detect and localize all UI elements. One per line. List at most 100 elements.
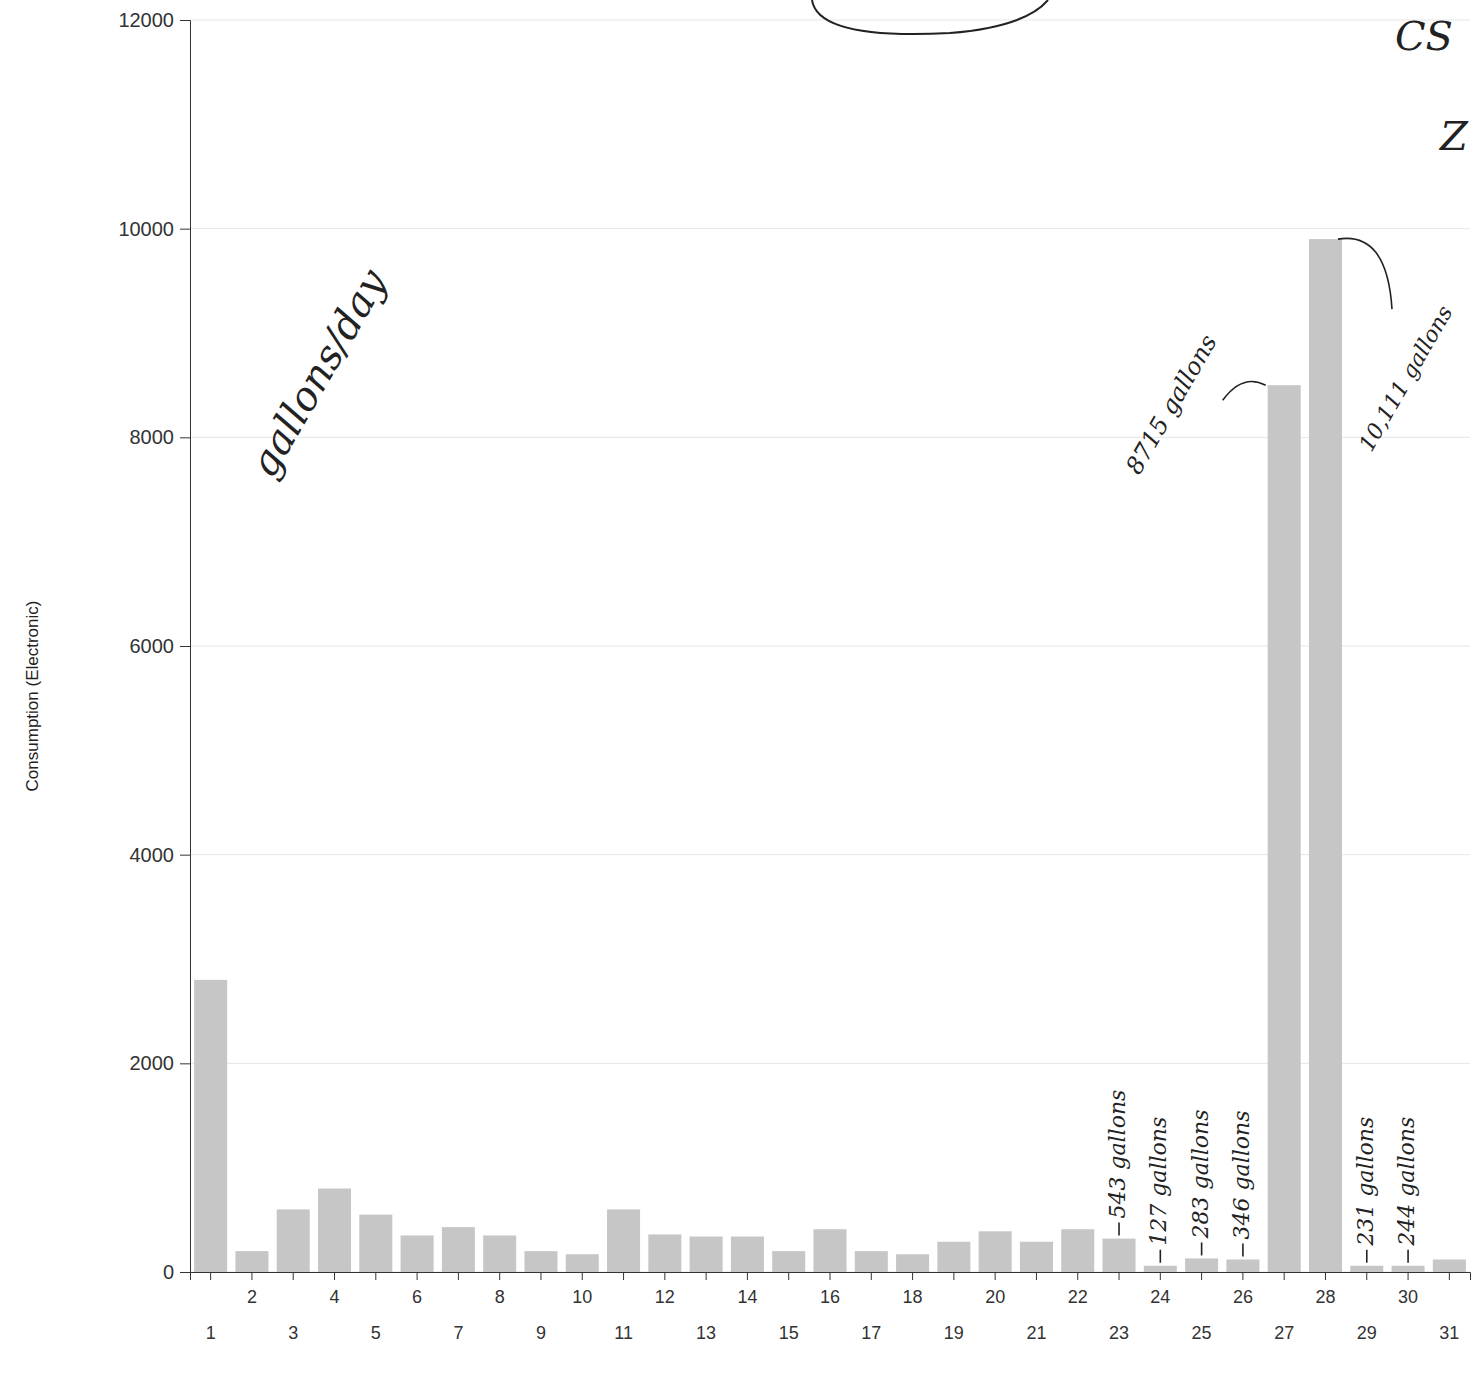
annotation: 346 gallons	[1229, 1111, 1254, 1240]
x-tick-mark	[375, 1272, 376, 1280]
x-tick-mark	[1408, 1272, 1409, 1280]
x-tick: 31	[1439, 1272, 1459, 1343]
x-tick: 29	[1357, 1272, 1377, 1343]
x-tick: 18	[903, 1272, 923, 1307]
x-tick-label: 5	[371, 1323, 381, 1343]
x-tick: 5	[371, 1272, 381, 1343]
x-tick: 19	[944, 1272, 964, 1343]
leader-line	[1201, 1242, 1203, 1255]
x-tick-mark	[747, 1272, 748, 1280]
x-tick-label: 13	[696, 1323, 716, 1343]
annotation: 244 gallons	[1394, 1117, 1419, 1247]
bar	[1433, 1259, 1466, 1272]
x-tick-label: 20	[985, 1287, 1005, 1307]
x-axis: 1234567891011121314151617181920212223242…	[191, 1272, 1471, 1343]
x-tick-label: 30	[1398, 1287, 1418, 1307]
leader-line	[1160, 1250, 1162, 1263]
x-tick-label: 21	[1026, 1323, 1046, 1343]
bar	[235, 1251, 268, 1272]
x-tick: 26	[1233, 1272, 1253, 1307]
y-tick-label: 10000	[118, 218, 174, 240]
y-tick-mark	[180, 646, 190, 647]
x-tick: 12	[655, 1272, 675, 1307]
x-tick-mark	[1201, 1272, 1202, 1280]
leader-line	[1118, 1223, 1120, 1236]
x-tick: 4	[330, 1272, 340, 1307]
x-tick-mark	[293, 1272, 294, 1280]
bar	[194, 980, 227, 1272]
x-tick-label: 11	[614, 1323, 633, 1343]
x-tick-mark	[499, 1272, 500, 1280]
bar	[1392, 1266, 1425, 1272]
bar	[566, 1254, 599, 1272]
bar	[1144, 1266, 1177, 1272]
leader-line	[1242, 1243, 1244, 1256]
x-tick: 14	[737, 1272, 757, 1307]
y-tick-label: 0	[163, 1261, 174, 1283]
y-tick: 12000	[118, 9, 190, 31]
leader-line	[1223, 381, 1266, 400]
bar	[855, 1251, 888, 1272]
x-tick: 27	[1274, 1272, 1294, 1343]
y-tick-mark	[180, 1063, 190, 1064]
x-tick-label: 10	[572, 1287, 592, 1307]
annotation: 10,111 gallons	[1354, 301, 1458, 455]
x-tick: 20	[985, 1272, 1005, 1307]
x-tick-mark	[1366, 1272, 1367, 1280]
bar	[896, 1254, 929, 1272]
x-tick-mark	[1284, 1272, 1285, 1280]
bar	[1185, 1258, 1218, 1272]
bar	[277, 1209, 310, 1272]
x-tick-mark	[871, 1272, 872, 1280]
bar	[937, 1242, 970, 1272]
x-tick-mark	[1119, 1272, 1120, 1280]
x-tick-label: 27	[1274, 1323, 1294, 1343]
annotation: 543 gallons	[1105, 1090, 1130, 1219]
grid-line	[190, 20, 1470, 21]
x-tick: 9	[536, 1272, 546, 1343]
x-tick-label: 24	[1150, 1287, 1170, 1307]
x-tick-mark	[458, 1272, 459, 1280]
x-tick-mark	[251, 1272, 252, 1280]
bar	[813, 1229, 846, 1272]
x-tick-label: 3	[288, 1323, 298, 1343]
x-tick-mark	[1449, 1272, 1450, 1280]
x-tick-label: 17	[861, 1323, 881, 1343]
leader-line	[1338, 238, 1392, 309]
x-tick: 11	[614, 1272, 633, 1343]
x-tick: 22	[1068, 1272, 1088, 1307]
y-axis: 020004000600080001000012000	[118, 9, 190, 1283]
bar	[1350, 1266, 1383, 1272]
x-tick-mark	[210, 1272, 211, 1280]
x-tick: 10	[572, 1272, 592, 1307]
y-tick-label: 8000	[130, 426, 175, 448]
y-axis-title: Consumption (Electronic)	[23, 601, 42, 792]
x-tick-label: 4	[330, 1287, 340, 1307]
x-tick-label: 23	[1109, 1323, 1129, 1343]
leader-line	[1407, 1250, 1409, 1263]
bar	[1268, 385, 1301, 1272]
annotation: 127 gallons	[1146, 1117, 1171, 1246]
y-tick-mark	[180, 20, 190, 21]
grid	[190, 20, 1470, 1272]
bars	[194, 239, 1466, 1272]
x-tick: 8	[495, 1272, 505, 1307]
x-tick-mark	[912, 1272, 913, 1280]
x-tick-mark	[995, 1272, 996, 1280]
x-tick-label: 18	[903, 1287, 923, 1307]
x-tick-mark	[1077, 1272, 1078, 1280]
x-tick-mark	[623, 1272, 624, 1280]
bar	[1309, 239, 1342, 1272]
bar	[359, 1215, 392, 1272]
x-tick: 1	[206, 1272, 216, 1343]
y-tick-mark	[180, 855, 190, 856]
x-tick-label: 26	[1233, 1287, 1253, 1307]
x-tick-mark	[334, 1272, 335, 1280]
x-tick-mark	[706, 1272, 707, 1280]
bar	[979, 1231, 1012, 1272]
bar	[690, 1237, 723, 1272]
bar	[1020, 1242, 1053, 1272]
x-tick-mark	[953, 1272, 954, 1280]
y-tick: 6000	[130, 635, 191, 657]
bar	[648, 1234, 681, 1272]
